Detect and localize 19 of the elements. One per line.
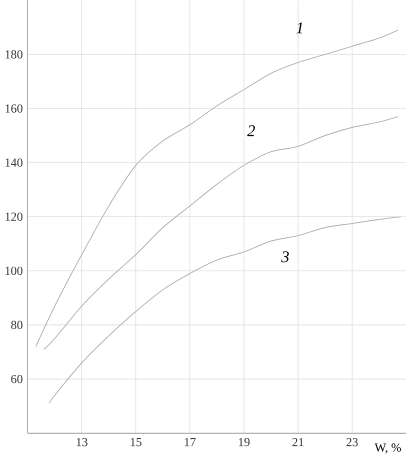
x-tick-label: 19 xyxy=(238,438,250,446)
series-label: 2 xyxy=(246,125,255,136)
y-tick-label: 100 xyxy=(5,266,22,275)
series-label: 3 xyxy=(281,251,289,262)
x-tick-label: 17 xyxy=(184,438,196,446)
y-tick-label: 60 xyxy=(10,374,22,384)
y-tick-label: 180 xyxy=(5,50,22,59)
y-tick-label: 160 xyxy=(5,104,22,113)
y-tick-label: 140 xyxy=(5,158,22,167)
x-tick-label: 21 xyxy=(292,438,304,446)
line-series xyxy=(48,216,401,404)
line-series xyxy=(43,116,398,350)
x-tick-label: 23 xyxy=(346,438,358,446)
series-label: 1 xyxy=(296,22,302,34)
x-tick-label: 15 xyxy=(130,438,142,446)
y-tick-label: 80 xyxy=(10,320,22,330)
x-tick-label: 13 xyxy=(76,438,88,446)
y-tick-label: 120 xyxy=(5,212,22,221)
x-axis-title: W, % xyxy=(374,443,401,454)
